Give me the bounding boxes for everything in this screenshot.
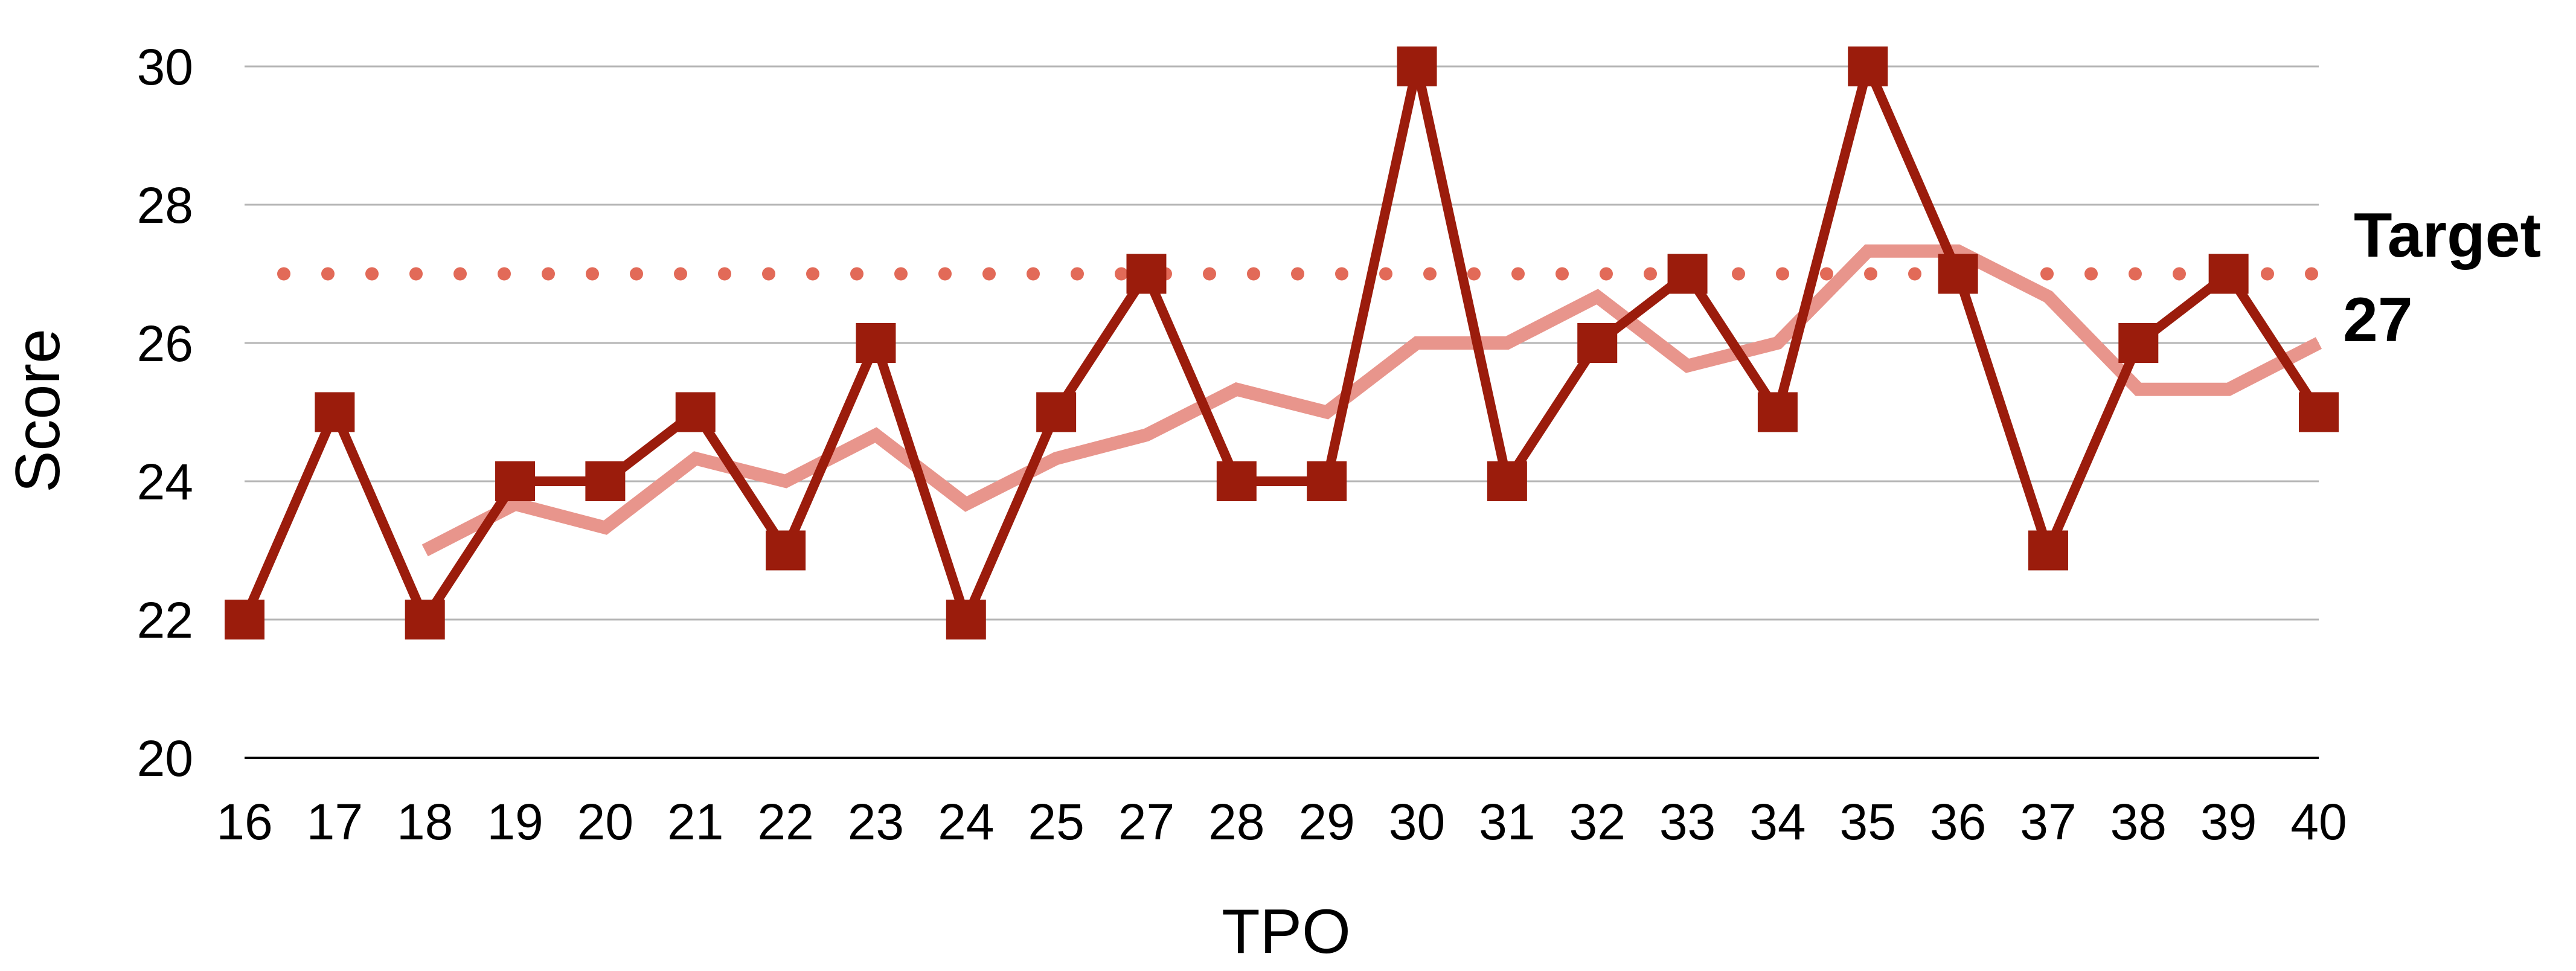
x-tick-label: 27 (1118, 793, 1174, 850)
data-point-marker (495, 461, 536, 501)
x-tick-label: 22 (757, 793, 813, 850)
x-tick-label: 39 (2200, 793, 2257, 850)
x-tick-label: 31 (1479, 793, 1535, 850)
data-point-marker (1216, 461, 1257, 501)
x-tick-label: 18 (397, 793, 453, 850)
data-point-marker (946, 600, 986, 639)
data-point-marker (766, 530, 806, 571)
x-tick-label: 38 (2110, 793, 2167, 850)
data-point-marker (1757, 392, 1798, 432)
x-tick-labels: 16 17 18 19 20 21 22 23 24 25 27 28 29 30 31 32 33 34 35 36… (216, 793, 2347, 850)
x-tick-label: 25 (1028, 793, 1084, 850)
data-point-marker (1667, 254, 1708, 294)
y-tick-label: 26 (137, 315, 193, 372)
x-tick-label: 21 (667, 793, 723, 850)
data-point-marker (315, 392, 355, 432)
data-point-marker (2208, 254, 2249, 294)
x-tick-label: 35 (1840, 793, 1896, 850)
y-tick-labels: 20 22 24 26 28 30 (137, 39, 193, 787)
x-tick-label: 34 (1749, 793, 1805, 850)
target-label-value: 27 (2343, 285, 2413, 355)
x-tick-label: 40 (2290, 793, 2347, 850)
x-tick-label: 28 (1208, 793, 1264, 850)
data-point-marker (1307, 461, 1347, 501)
x-tick-label: 20 (577, 793, 633, 850)
series-2-line (421, 244, 2322, 557)
y-tick-label: 30 (137, 39, 193, 95)
data-point-marker (2118, 323, 2159, 363)
x-tick-label: 17 (307, 793, 363, 850)
y-tick-label: 20 (137, 730, 193, 787)
x-tick-label: 37 (2020, 793, 2076, 850)
x-tick-label: 29 (1298, 793, 1354, 850)
x-tick-label: 33 (1659, 793, 1716, 850)
data-point-marker (1036, 392, 1077, 432)
data-point-marker (405, 600, 445, 639)
x-tick-label: 24 (938, 793, 994, 850)
data-point-marker (585, 461, 626, 501)
x-tick-label: 23 (848, 793, 904, 850)
data-point-marker (1126, 254, 1167, 294)
data-point-marker (225, 600, 264, 639)
data-point-marker (2028, 530, 2068, 571)
x-tick-label: 19 (487, 793, 543, 850)
x-tick-label: 32 (1569, 793, 1625, 850)
series-markers (225, 46, 2339, 639)
y-axis-title: Score (3, 328, 73, 493)
x-axis-title: TPO (1222, 897, 1351, 967)
data-point-marker (1397, 46, 1437, 86)
x-tick-label: 16 (216, 793, 272, 850)
data-point-marker (856, 323, 896, 363)
data-point-marker (1938, 254, 1978, 294)
target-label-title: Target (2354, 200, 2541, 271)
data-point-marker (675, 392, 716, 432)
y-tick-label: 22 (137, 592, 193, 649)
data-point-marker (1848, 46, 1888, 86)
x-tick-label: 36 (1930, 793, 1986, 850)
x-tick-label: 30 (1389, 793, 1445, 850)
data-point-marker (1577, 323, 1618, 363)
y-tick-label: 28 (137, 177, 193, 234)
y-tick-label: 24 (137, 453, 193, 510)
data-point-marker (1487, 461, 1527, 501)
data-point-marker (2299, 392, 2339, 432)
